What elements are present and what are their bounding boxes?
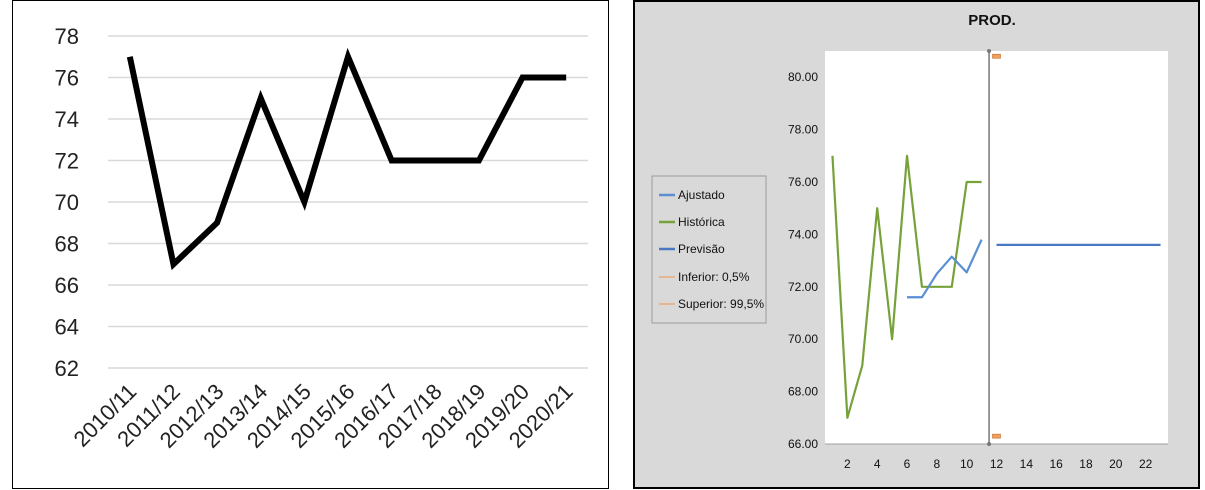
x-tick-label: 12	[990, 457, 1004, 471]
x-tick-label: 2	[844, 457, 851, 471]
y-tick-label: 62	[55, 356, 79, 381]
divider-handle-bottom	[987, 442, 992, 446]
bound-marker-4	[992, 53, 1001, 59]
legend-label: Previsão	[678, 242, 725, 256]
x-tick-label: 6	[904, 457, 911, 471]
x-tick-label: 22	[1139, 457, 1153, 471]
series-line	[126, 47, 567, 271]
y-tick-label: 78.00	[788, 123, 818, 137]
series-line-1	[831, 154, 982, 419]
y-tick-label: 66.00	[788, 437, 818, 451]
y-tick-label: 66	[55, 273, 79, 298]
x-tick-label: 10	[960, 457, 974, 471]
series-line-0	[907, 239, 983, 299]
chart-title: PROD.	[968, 12, 1016, 29]
x-tick-label: 14	[1020, 457, 1034, 471]
x-tick-label: 4	[874, 457, 881, 471]
x-tick-label: 20	[1109, 457, 1123, 471]
y-tick-label: 76.00	[788, 175, 818, 189]
x-tick-label: 18	[1079, 457, 1093, 471]
legend-label: Ajustado	[678, 188, 725, 202]
y-tick-label: 68.00	[788, 385, 818, 399]
bound-marker-3	[992, 433, 1001, 439]
y-tick-label: 70	[55, 190, 79, 215]
legend-label: Histórica	[678, 215, 725, 229]
legend-label: Inferior: 0,5%	[678, 270, 750, 284]
y-tick-label: 64	[55, 315, 79, 340]
y-tick-label: 74	[55, 107, 79, 132]
y-tick-label: 70.00	[788, 332, 818, 346]
x-tick-label: 8	[934, 457, 941, 471]
y-tick-label: 72.00	[788, 280, 818, 294]
y-tick-label: 80.00	[788, 70, 818, 84]
legend-label: Superior: 99,5%	[678, 297, 764, 311]
x-tick-label: 16	[1049, 457, 1063, 471]
y-tick-label: 72	[55, 149, 79, 174]
left-line-chart: 6264666870727476782010/112011/122012/132…	[55, 24, 588, 453]
left-chart-panel: 62 64 66 68 70 72 74 76 78 2010/11 2011/12 2012/13 2…	[12, 0, 609, 489]
right-chart-panel: PROD. 66.00 68.00 70.00 72.00 74.00 76.00 78.00…	[633, 0, 1200, 489]
right-forecast-chart: PROD. 66.00 68.00 70.00 72.00 74.00 76.00 78.00…	[651, 12, 1168, 471]
y-tick-label: 76	[55, 66, 79, 91]
y-tick-label: 74.00	[788, 227, 818, 241]
y-tick-label: 68	[55, 232, 79, 257]
divider-handle-top	[987, 49, 992, 53]
plot-area	[825, 51, 1168, 444]
y-tick-label: 78	[55, 24, 79, 49]
